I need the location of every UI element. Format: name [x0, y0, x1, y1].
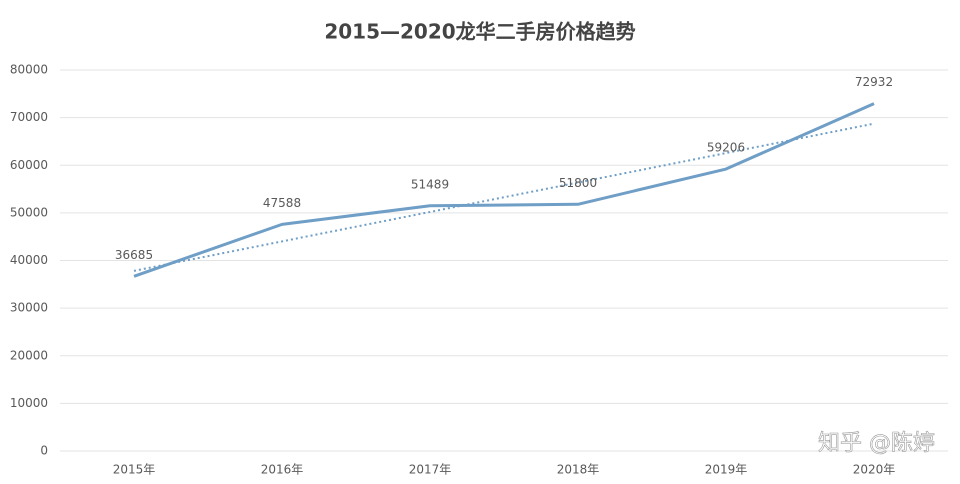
y-tick-label: 40000	[10, 253, 48, 267]
x-tick-label: 2016年	[261, 463, 304, 477]
data-label: 59206	[707, 141, 745, 155]
chart-title: 2015—2020龙华二手房价格趋势	[324, 20, 635, 44]
y-tick-label: 20000	[10, 348, 48, 362]
data-label: 36685	[115, 248, 153, 262]
x-tick-label: 2019年	[705, 463, 748, 477]
y-tick-label: 10000	[10, 396, 48, 410]
watermark: 知乎 @陈婷	[818, 431, 935, 456]
data-label: 51489	[411, 177, 449, 191]
x-tick-label: 2018年	[557, 463, 600, 477]
data-label: 51800	[559, 176, 597, 190]
trend-line	[133, 122, 875, 272]
x-tick-label: 2020年	[853, 463, 896, 477]
x-tick-label: 2017年	[409, 463, 452, 477]
y-tick-label: 60000	[10, 158, 48, 172]
y-tick-label: 80000	[10, 63, 48, 77]
data-label: 47588	[263, 196, 301, 210]
y-tick-label: 0	[40, 444, 48, 458]
y-tick-label: 70000	[10, 110, 48, 124]
data-line	[133, 102, 875, 278]
data-label: 72932	[855, 75, 893, 89]
x-tick-label: 2015年	[113, 463, 156, 477]
y-tick-label: 50000	[10, 205, 48, 219]
y-tick-label: 30000	[10, 301, 48, 315]
